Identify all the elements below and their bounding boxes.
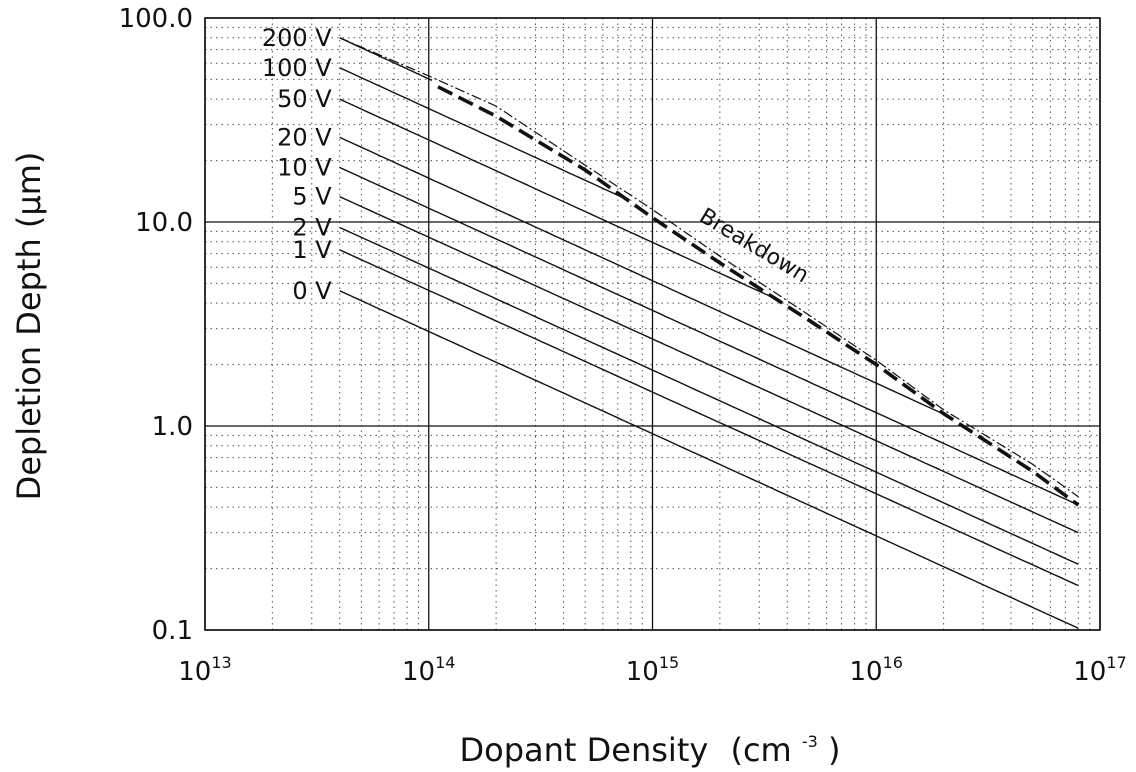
series-line-200v xyxy=(339,37,433,82)
x-axis-title-unit-exp: -3 xyxy=(802,732,818,751)
x-tick-label: 1017 xyxy=(1073,653,1126,687)
x-axis-title-name: Dopant Density xyxy=(460,731,709,769)
x-tick-label: 1016 xyxy=(850,653,903,687)
y-axis-title: Depletion Depth (μm) xyxy=(10,152,48,501)
series-line-50v xyxy=(339,98,771,298)
series-line-5v xyxy=(339,196,1079,534)
series-line-20v xyxy=(339,136,944,415)
series-line-100v xyxy=(339,67,624,199)
x-axis-title-unit: (cm xyxy=(730,731,791,769)
series-line-10v xyxy=(339,166,1079,506)
x-tick-labels: 1013 1014 1015 1016 1017 xyxy=(178,653,1126,687)
series-line-0v xyxy=(339,290,1079,629)
y-tick-label: 1.0 xyxy=(152,412,193,442)
series-label: 5 V xyxy=(292,183,332,211)
series-label: 50 V xyxy=(277,85,332,113)
voltage-curves xyxy=(339,37,1079,629)
series-label: 100 V xyxy=(262,54,332,82)
series-label: 10 V xyxy=(277,153,332,181)
series-line-2v xyxy=(339,226,1079,565)
minor-grid xyxy=(205,18,1100,630)
y-tick-label: 100.0 xyxy=(119,4,193,34)
major-grid xyxy=(204,17,1101,631)
breakdown-annotation: Breakdown xyxy=(695,204,813,289)
x-tick-label: 1015 xyxy=(626,653,679,687)
x-tick-label: 1013 xyxy=(178,653,231,687)
breakdown-envelope-line xyxy=(339,37,1079,498)
plot-frame xyxy=(204,17,1101,631)
series-label: 200 V xyxy=(262,24,332,52)
y-tick-labels: 0.1 1.0 10.0 100.0 xyxy=(119,4,193,646)
breakdown-line xyxy=(437,85,1080,507)
series-label: 2 V xyxy=(292,213,332,241)
x-tick-label: 1014 xyxy=(402,653,455,687)
series-label: 20 V xyxy=(277,123,332,151)
y-tick-label: 0.1 xyxy=(152,616,193,646)
breakdown-curves xyxy=(339,37,1080,507)
x-axis-title: Dopant Density (cm -3 ) xyxy=(460,717,841,769)
series-label: 1 V xyxy=(292,236,332,264)
x-axis-title-unit-close: ) xyxy=(828,731,840,769)
series-label: 0 V xyxy=(292,277,332,305)
y-tick-label: 10.0 xyxy=(135,208,193,238)
series-line-1v xyxy=(339,249,1079,587)
